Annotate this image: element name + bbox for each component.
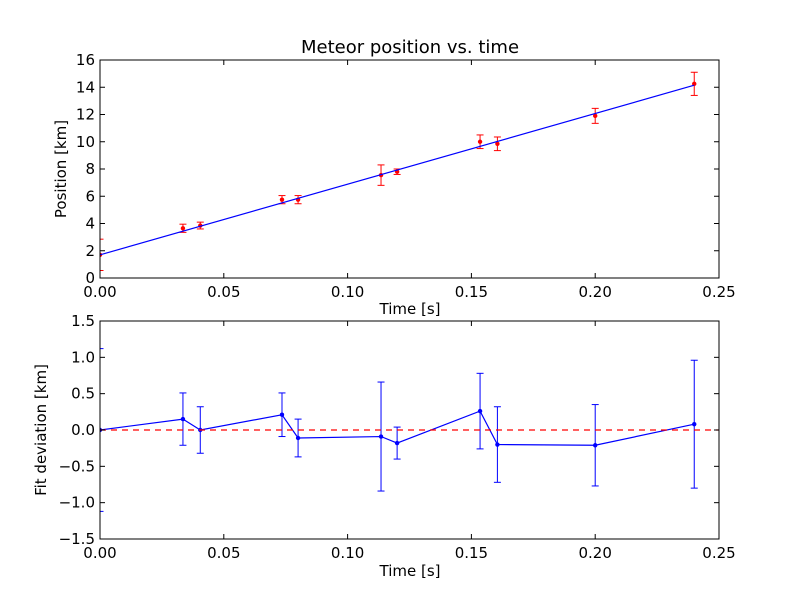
deviation-data-point	[692, 421, 697, 427]
deviation-data-point	[394, 440, 400, 446]
position-y-tick-label: 10	[76, 133, 95, 151]
deviation-y-tick-label: −1.5	[59, 530, 95, 548]
deviation-x-tick-label: 0.05	[207, 544, 240, 562]
deviation-y-tick-label: 1.5	[71, 312, 95, 330]
deviation-series-group	[100, 348, 719, 512]
deviation-y-tick-label: 0.5	[71, 385, 95, 403]
position-axes-frame	[99, 59, 720, 279]
position-data-point	[477, 139, 483, 144]
position-y-tick-label: 2	[85, 242, 95, 260]
position-series-group	[100, 71, 698, 272]
deviation-y-tick-label: 1.0	[71, 348, 95, 366]
deviation-axes-frame	[99, 320, 720, 540]
position-x-tick-label: 0.10	[331, 283, 364, 301]
deviation-subplot: 0.00 0.05 0.10 0.15 0.20 0.25 −1.5 −1.0 −0.5 0.0 0…	[32, 312, 736, 580]
deviation-x-tick-label: 0.00	[83, 544, 116, 562]
deviation-y-tick-label: −1.0	[59, 494, 95, 512]
position-plot-area: 0.00 0.05 0.10 0.15 0.20 0.25 0 2 4 6 8 10 12 14 16	[76, 51, 736, 301]
position-data-point	[279, 197, 285, 202]
position-y-tick-label: 4	[85, 215, 95, 233]
position-y-tick-label: 16	[76, 51, 95, 69]
deviation-data-point	[593, 443, 598, 448]
deviation-x-tick-label: 0.10	[331, 544, 364, 562]
deviation-data-point	[295, 435, 301, 441]
deviation-data-point	[477, 408, 483, 414]
deviation-x-axis-label: Time [s]	[379, 562, 441, 580]
position-x-tick-label: 0.20	[578, 283, 611, 301]
position-x-tick-label: 0.00	[83, 283, 116, 301]
deviation-x-tick-label: 0.20	[578, 544, 611, 562]
deviation-plot-area: 0.00 0.05 0.10 0.15 0.20 0.25 −1.5 −1.0 −0.5 0.0 0…	[59, 312, 736, 562]
position-y-tick-label: 14	[76, 78, 95, 96]
deviation-y-tick-label: −0.5	[59, 457, 95, 475]
deviation-data-point	[279, 412, 285, 417]
position-y-tick-label: 12	[76, 106, 95, 124]
position-y-axis-label: Position [km]	[52, 120, 70, 218]
position-x-axis-label: Time [s]	[379, 300, 441, 318]
deviation-x-tick-label: 0.25	[702, 544, 735, 562]
position-data-point	[495, 141, 500, 146]
position-data-point	[593, 113, 598, 119]
position-chart-title: Meteor position vs. time	[301, 37, 519, 58]
position-subplot: Meteor position vs. time 0.00 0.05 0.10 0.1…	[52, 37, 736, 318]
position-x-tick-label: 0.15	[455, 283, 488, 301]
position-x-tick-label: 0.25	[702, 283, 735, 301]
position-y-tick-label: 0	[85, 269, 95, 287]
deviation-x-tick-label: 0.15	[455, 544, 488, 562]
position-data-point	[180, 226, 186, 231]
position-x-tick-label: 0.05	[207, 283, 240, 301]
deviation-y-tick-label: 0.0	[71, 421, 95, 439]
position-y-tick-label: 8	[85, 160, 95, 178]
deviation-data-point	[180, 416, 186, 422]
position-y-tick-label: 6	[85, 187, 95, 205]
deviation-data-point	[495, 442, 500, 447]
position-fit-line	[100, 84, 695, 256]
deviation-data-point	[378, 434, 384, 439]
deviation-y-axis-label: Fit deviation [km]	[32, 364, 50, 496]
